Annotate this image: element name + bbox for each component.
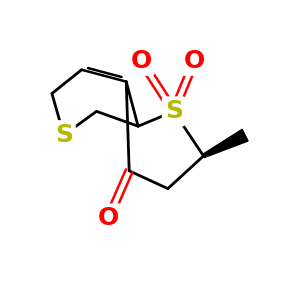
Text: S: S xyxy=(165,99,183,123)
Text: O: O xyxy=(184,49,205,73)
Text: O: O xyxy=(98,206,119,230)
Text: O: O xyxy=(130,49,152,73)
Polygon shape xyxy=(203,129,248,158)
Text: S: S xyxy=(55,123,73,147)
